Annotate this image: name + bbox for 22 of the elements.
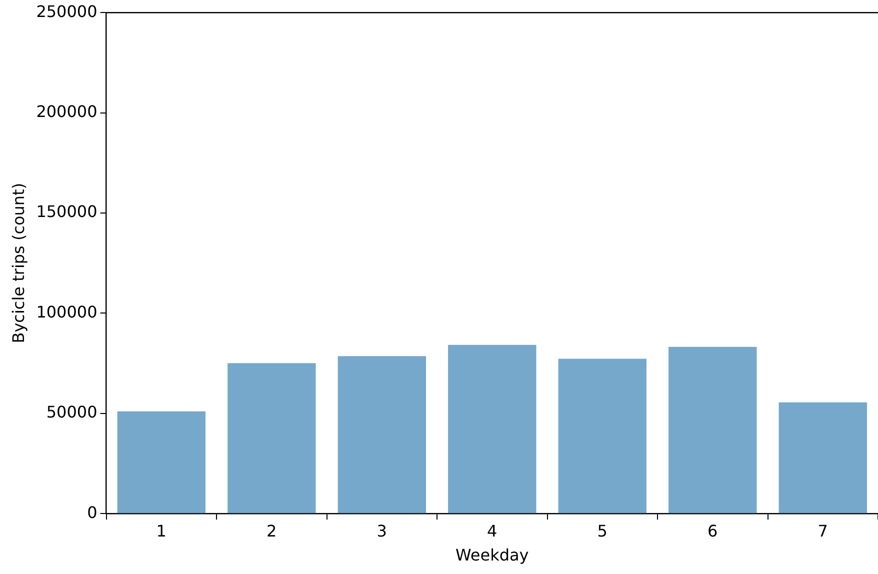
bar xyxy=(338,356,426,514)
y-tick-label: 50000 xyxy=(46,402,98,422)
y-tick-label: 0 xyxy=(87,502,98,522)
y-tick-label: 150000 xyxy=(36,202,98,222)
bar xyxy=(448,344,536,514)
x-tick-label: 2 xyxy=(266,521,277,540)
y-tick-label: 250000 xyxy=(36,2,98,21)
x-axis-title: Weekday xyxy=(456,546,529,565)
bar xyxy=(117,411,206,514)
x-tick-label: 7 xyxy=(818,521,828,540)
x-tick-label: 5 xyxy=(597,521,608,540)
y-tick-label: 200000 xyxy=(36,102,98,121)
x-tick-label: 3 xyxy=(376,521,387,540)
bar xyxy=(668,346,757,514)
bar xyxy=(778,402,867,514)
bar xyxy=(558,358,646,514)
y-tick-label: 100000 xyxy=(36,302,98,322)
y-axis-title: Bycicle trips (count) xyxy=(8,182,28,344)
bar xyxy=(228,363,316,514)
x-tick-label: 1 xyxy=(156,521,166,540)
x-tick-label: 6 xyxy=(708,521,718,540)
x-tick-label: 4 xyxy=(487,521,498,540)
